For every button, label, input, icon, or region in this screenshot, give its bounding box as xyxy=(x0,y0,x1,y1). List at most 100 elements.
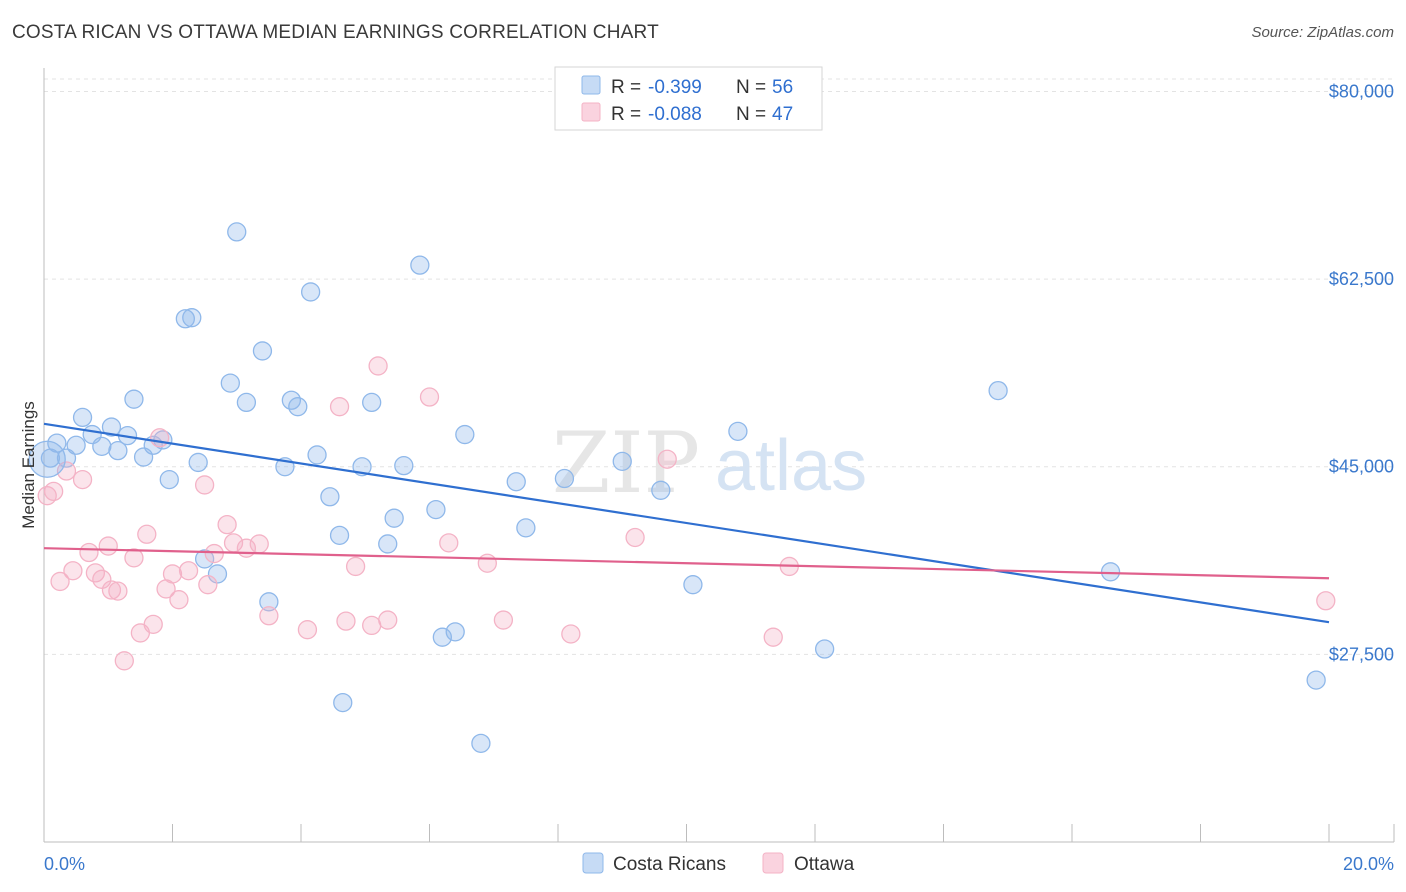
y-tick-label: $62,500 xyxy=(1329,269,1394,289)
ottawa-point xyxy=(625,527,645,548)
y-tick-labels: $27,500 $45,000 $62,500 $80,000 xyxy=(1329,81,1394,664)
ottawa-point xyxy=(178,561,199,581)
x-tick-label-min: 0.0% xyxy=(44,854,85,874)
ottawa-point xyxy=(217,514,237,535)
ottawa-point xyxy=(92,569,112,589)
ottawa-point xyxy=(56,461,77,481)
legend-n-value-2: 47 xyxy=(772,104,793,125)
legend-r-label-1: R = xyxy=(611,77,641,98)
ottawa-point xyxy=(419,387,440,407)
ottawa-point xyxy=(124,548,144,568)
costa-ricans-point xyxy=(651,480,671,500)
ottawa-trend-line xyxy=(43,547,1330,580)
costa-ricans-point xyxy=(300,282,321,302)
chart-title: COSTA RICAN VS OTTAWA MEDIAN EARNINGS CO… xyxy=(12,22,659,43)
bottom-legend-swatch-ottawa xyxy=(762,852,784,874)
top-legend: R = -0.399 N = 56 R = -0.088 N = 47 xyxy=(554,66,823,131)
legend-swatch-ottawa xyxy=(581,102,601,122)
ottawa-point xyxy=(493,610,514,630)
costa-ricans-point xyxy=(445,622,465,642)
costa-ricans-point xyxy=(66,435,86,455)
ottawa-point xyxy=(378,610,398,630)
costa-ricans-point xyxy=(320,487,340,507)
grid-lines xyxy=(44,78,1394,655)
y-tick-label: $45,000 xyxy=(1329,457,1394,477)
bottom-legend-label-costa-ricans: Costa Ricans xyxy=(613,854,726,875)
legend-n-label-2: N = xyxy=(736,104,766,125)
ottawa-point xyxy=(329,397,350,417)
costa-ricans-point xyxy=(426,499,446,520)
ottawa-point xyxy=(336,611,356,631)
y-tick-label: $80,000 xyxy=(1329,81,1394,101)
costa-ricans-point xyxy=(988,380,1008,401)
legend-r-label-2: R = xyxy=(611,104,641,125)
x-tick-labels: 0.0% 20.0% xyxy=(44,854,1394,874)
ottawa-point xyxy=(345,556,366,577)
ottawa-point xyxy=(79,542,99,563)
costa-ricans-point xyxy=(410,255,430,275)
ottawa-point xyxy=(169,590,189,610)
ottawa-point xyxy=(368,356,388,376)
chart-source: Source: ZipAtlas.com xyxy=(1251,24,1394,41)
costa-ricans-point xyxy=(108,440,128,461)
costa-ricans-point xyxy=(1306,670,1326,690)
ottawa-point xyxy=(204,543,224,564)
y-tick-label: $27,500 xyxy=(1329,644,1394,664)
ottawa-point xyxy=(137,524,157,544)
costa-ricans-point xyxy=(159,469,179,490)
costa-ricans-trend-line xyxy=(43,422,1330,624)
ottawa-point xyxy=(249,534,269,554)
ottawa-point xyxy=(108,581,128,601)
ottawa-point xyxy=(439,533,459,553)
ottawa-point xyxy=(63,561,83,581)
costa-ricans-point xyxy=(362,392,382,413)
ottawa-point xyxy=(162,564,183,584)
costa-ricans-point xyxy=(92,436,112,457)
legend-r-value-1: -0.399 xyxy=(648,77,702,98)
x-tick-label-max: 20.0% xyxy=(1343,854,1394,874)
ottawa-point xyxy=(561,624,581,644)
costa-ricans-point xyxy=(175,309,196,329)
legend-swatch-costa-ricans xyxy=(581,75,601,95)
costa-ricans-point xyxy=(259,592,279,612)
bottom-legend: Costa Ricans Ottawa xyxy=(582,852,855,875)
costa-ricans-point xyxy=(101,417,122,437)
costa-ricans-point xyxy=(554,468,575,489)
costa-ricans-point xyxy=(612,451,632,472)
ottawa-point xyxy=(149,428,170,448)
costa-ricans-point xyxy=(378,534,398,554)
ottawa-point xyxy=(72,469,93,490)
ottawa-point xyxy=(198,575,218,595)
costa-ricans-point xyxy=(307,445,327,465)
costa-ricans-point xyxy=(683,575,703,595)
costa-ricans-point xyxy=(455,424,475,445)
ottawa-point xyxy=(114,651,134,671)
axes xyxy=(43,68,1395,843)
costa-ricans-point xyxy=(182,308,202,328)
costa-ricans-point xyxy=(207,564,228,584)
costa-ricans-point-large xyxy=(28,440,66,478)
ottawa-point xyxy=(101,580,122,600)
costa-ricans-point xyxy=(188,452,208,473)
costa-ricans-point xyxy=(288,397,308,417)
costa-ricans-point xyxy=(384,508,404,528)
costa-ricans-point xyxy=(252,341,273,361)
bottom-legend-swatch-costa-ricans xyxy=(582,852,604,874)
ottawa-point xyxy=(763,627,783,647)
costa-ricans-point xyxy=(394,455,414,476)
costa-ricans-point xyxy=(471,733,491,754)
costa-ricans-point xyxy=(1100,562,1121,582)
costa-ricans-point xyxy=(220,373,240,393)
watermark-atlas: atlas xyxy=(715,426,867,506)
ottawa-point xyxy=(362,615,382,636)
costa-ricans-point xyxy=(506,472,526,492)
costa-ricans-point xyxy=(728,421,748,441)
costa-ricans-point xyxy=(236,392,257,413)
ottawa-point xyxy=(194,475,215,495)
costa-ricans-point xyxy=(194,549,215,569)
legend-n-label-1: N = xyxy=(736,77,766,98)
bottom-legend-label-ottawa: Ottawa xyxy=(794,854,855,875)
trend-lines xyxy=(43,422,1330,624)
ottawa-point xyxy=(98,536,118,556)
